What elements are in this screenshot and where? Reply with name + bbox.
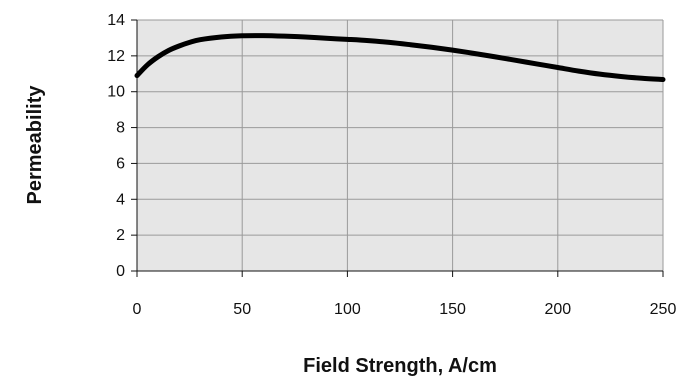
x-tick-label: 150 bbox=[439, 301, 466, 318]
y-tick-label: 8 bbox=[116, 120, 125, 137]
y-tick-label: 6 bbox=[116, 155, 125, 172]
y-axis-title: Permeability bbox=[24, 85, 46, 205]
x-tick-label: 50 bbox=[233, 301, 251, 318]
permeability-series-line bbox=[134, 33, 666, 83]
x-axis-title: Field Strength, A/cm bbox=[303, 355, 497, 377]
axes bbox=[131, 19, 664, 277]
tick-labels: 0 2 4 6 8 10 12 14 0 50 100 150 200 250 bbox=[107, 12, 676, 318]
x-tick-label: 0 bbox=[133, 301, 142, 318]
grid-lines bbox=[136, 19, 664, 272]
x-tick-label: 100 bbox=[334, 301, 361, 318]
x-tick-label: 250 bbox=[650, 301, 677, 318]
series-layer bbox=[134, 33, 666, 83]
plot-background bbox=[137, 20, 663, 271]
x-tick-label: 200 bbox=[544, 301, 571, 318]
y-tick-label: 0 bbox=[116, 263, 125, 280]
y-tick-label: 2 bbox=[116, 227, 125, 244]
y-tick-label: 4 bbox=[116, 191, 125, 208]
y-tick-label: 10 bbox=[107, 84, 125, 101]
y-tick-label: 14 bbox=[107, 12, 125, 29]
plot-area bbox=[137, 20, 663, 271]
y-tick-label: 12 bbox=[107, 48, 125, 65]
